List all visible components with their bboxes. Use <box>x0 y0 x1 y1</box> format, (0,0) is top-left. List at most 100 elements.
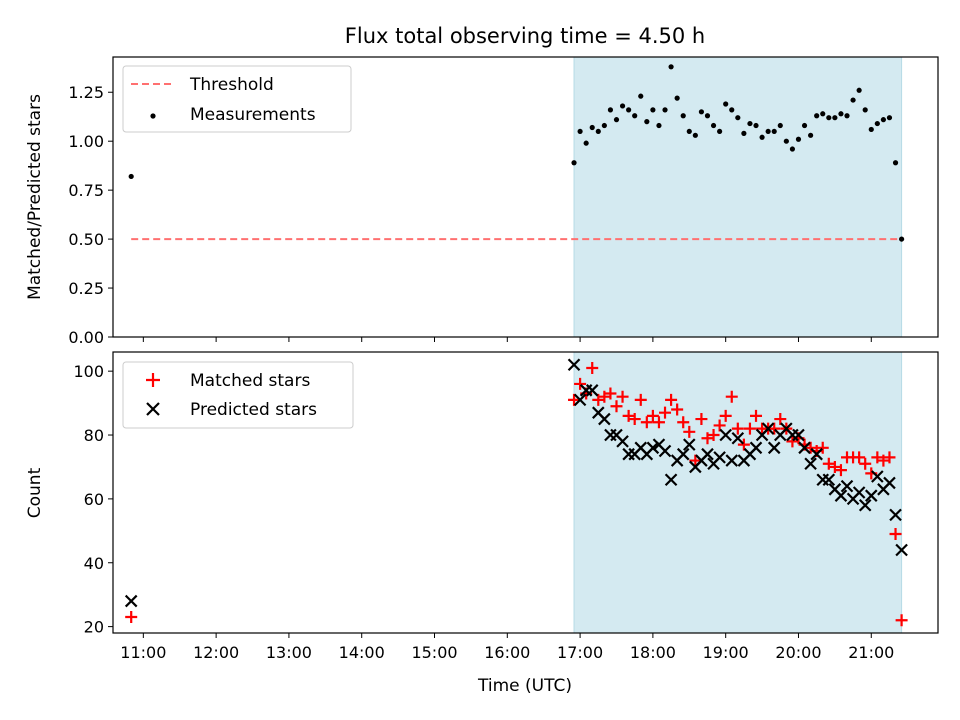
measurement-point <box>583 140 589 146</box>
measurement-point <box>607 107 614 113</box>
matched-point <box>695 413 708 426</box>
measurement-point <box>674 95 680 101</box>
predicted-point <box>792 428 805 442</box>
measurement-point <box>826 115 832 121</box>
predicted-point <box>864 489 878 502</box>
panel-bottom-ylabel: Count <box>25 467 45 518</box>
matched-point <box>622 409 635 422</box>
matched-point <box>816 441 829 454</box>
measurement-point <box>801 122 808 129</box>
predicted-point <box>834 489 848 502</box>
y-tick-label: 0.00 <box>68 328 104 347</box>
predicted-point <box>616 435 629 448</box>
matched-point <box>604 387 617 400</box>
matched-point <box>750 409 763 422</box>
matched-point <box>701 432 714 445</box>
matched-point <box>568 393 581 406</box>
measurement-point <box>765 128 771 135</box>
predicted-point <box>883 476 896 490</box>
measurement-point <box>662 107 668 113</box>
predicted-point <box>804 457 817 471</box>
predicted-point <box>683 438 696 451</box>
legend-measurements-swatch <box>150 113 156 119</box>
matched-point <box>859 457 872 470</box>
measurement-point <box>619 103 626 109</box>
measurement-point <box>668 64 674 70</box>
predicted-point <box>124 594 138 608</box>
measurement-point <box>577 128 583 135</box>
predicted-point <box>840 479 854 493</box>
measurement-point <box>771 128 777 135</box>
measurement-point <box>698 109 705 115</box>
panel-top-ticks: 0.00 0.25 0.50 0.75 1.00 1.25 <box>68 83 872 347</box>
measurement-point <box>692 132 698 138</box>
matched-point <box>665 393 678 406</box>
measurement-point <box>862 107 868 113</box>
y-tick-label: 100 <box>73 362 104 381</box>
x-tick-label: 15:00 <box>411 643 457 662</box>
measurement-point <box>777 122 783 129</box>
matched-point <box>125 611 138 624</box>
panel-top-shade <box>573 56 903 338</box>
x-tick-label: 13:00 <box>266 643 312 662</box>
legend-box <box>122 361 354 429</box>
measurement-point <box>686 128 692 135</box>
y-tick-label: 80 <box>84 426 104 445</box>
measurement-point <box>632 113 638 119</box>
legend-threshold-label: Threshold <box>189 75 274 95</box>
measurement-point <box>850 97 856 103</box>
predicted-point <box>761 422 775 435</box>
x-tick-label: 11:00 <box>120 643 166 662</box>
matched-point <box>574 377 587 390</box>
measurement-point <box>899 236 905 242</box>
predicted-point <box>895 543 908 557</box>
panel-bottom-legend: Matched stars Predicted stars <box>122 361 354 429</box>
measurement-point <box>723 101 729 107</box>
measurement-point <box>820 111 826 117</box>
x-tick-label: 16:00 <box>484 643 530 662</box>
matched-point <box>834 464 847 477</box>
x-axis-label: Time (UTC) <box>477 676 572 696</box>
panel-top-frame <box>112 56 939 338</box>
measurement-point <box>626 107 632 113</box>
measurement-point <box>613 117 620 123</box>
panel-top-marks <box>128 64 905 242</box>
measurement-point <box>735 115 741 121</box>
matched-point <box>671 403 684 416</box>
y-tick-label: 1.25 <box>68 83 104 102</box>
matched-point <box>743 422 756 435</box>
predicted-point <box>852 486 866 499</box>
measurement-point <box>638 93 644 99</box>
matched-point <box>737 438 750 451</box>
legend-matched-swatch <box>146 373 160 387</box>
measurement-point <box>710 122 717 129</box>
matched-point <box>592 393 605 406</box>
predicted-point <box>871 470 884 483</box>
measurement-point <box>741 130 747 136</box>
matched-point <box>804 441 817 454</box>
y-tick-label: 0.50 <box>68 230 104 249</box>
measurement-point <box>808 132 814 138</box>
measurement-point <box>783 138 789 144</box>
matched-point <box>713 419 726 432</box>
measurement-point <box>680 113 686 119</box>
predicted-point <box>598 412 611 426</box>
predicted-point <box>719 428 732 442</box>
measurement-point <box>880 117 887 123</box>
matched-point <box>677 416 690 429</box>
predicted-point <box>725 454 739 467</box>
matched-point <box>616 390 629 403</box>
matched-point <box>598 390 611 403</box>
predicted-point <box>889 508 902 522</box>
predicted-point <box>664 473 678 487</box>
y-tick-label: 0.25 <box>68 279 104 298</box>
matched-point <box>725 390 738 403</box>
panel-bottom-shade <box>573 351 903 634</box>
measurement-point <box>892 160 899 166</box>
legend-box <box>122 65 352 133</box>
x-tick-label: 20:00 <box>775 643 821 662</box>
predicted-point <box>658 444 672 458</box>
measurement-point <box>789 146 796 152</box>
matched-point <box>786 435 799 448</box>
matched-point <box>731 422 744 435</box>
